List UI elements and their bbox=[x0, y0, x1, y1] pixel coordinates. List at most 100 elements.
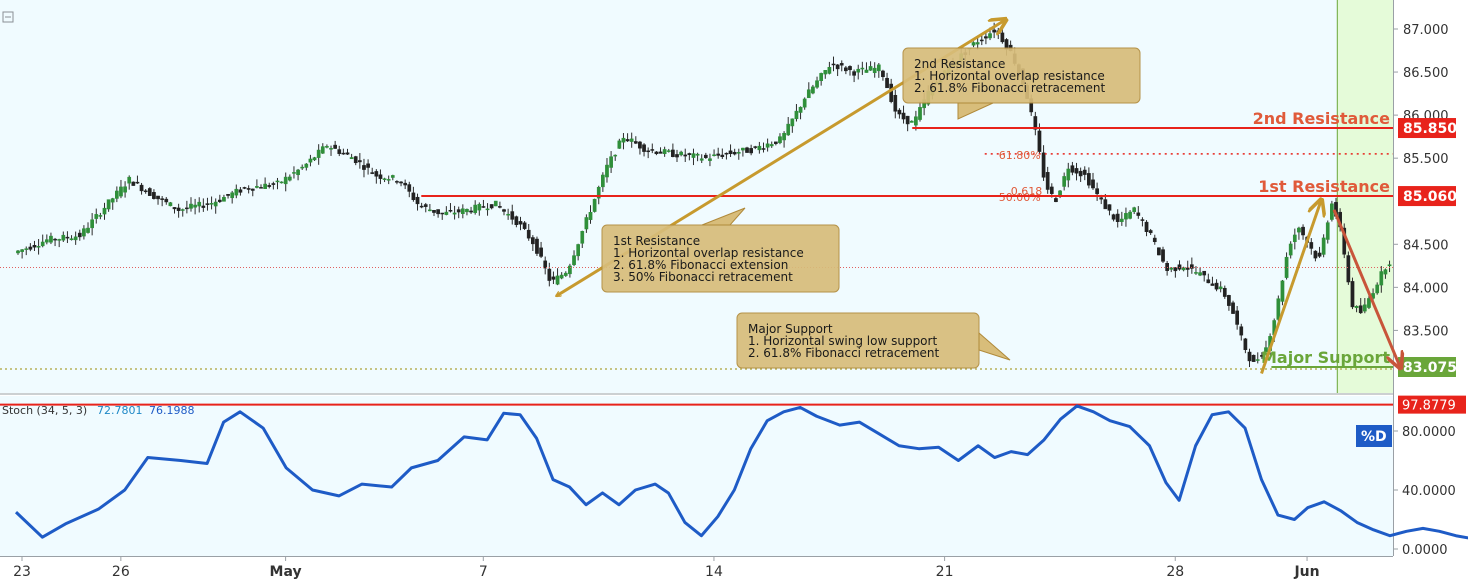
candle-body bbox=[753, 146, 758, 148]
candle-body bbox=[633, 141, 638, 144]
candle bbox=[362, 158, 366, 178]
candle bbox=[815, 76, 819, 89]
candle bbox=[868, 61, 873, 71]
candle-body bbox=[1346, 255, 1351, 283]
candle-body bbox=[576, 244, 580, 257]
candle-body bbox=[992, 29, 996, 33]
candle-body bbox=[1317, 252, 1322, 257]
candle-body bbox=[547, 268, 552, 281]
candle bbox=[333, 140, 337, 149]
candle-body bbox=[596, 186, 601, 199]
candle bbox=[596, 185, 601, 205]
candle-body bbox=[1099, 197, 1104, 200]
candle-body bbox=[543, 260, 548, 269]
candle-body bbox=[180, 209, 185, 211]
candle bbox=[1239, 323, 1244, 341]
candle bbox=[1387, 260, 1392, 273]
stoch-d-line bbox=[14, 404, 1468, 540]
time-tick-label: Jun bbox=[1293, 564, 1319, 580]
candle-body bbox=[815, 80, 819, 88]
level-price-badge: 85.850 bbox=[1398, 118, 1457, 139]
candle bbox=[20, 249, 24, 259]
candle bbox=[374, 169, 379, 184]
candle bbox=[403, 179, 408, 190]
stoch-d-badge[interactable]: %D bbox=[1356, 425, 1392, 447]
candle bbox=[1362, 298, 1367, 314]
candle-body bbox=[769, 144, 774, 147]
candle bbox=[465, 208, 469, 216]
candle-body bbox=[881, 70, 885, 78]
candle-body bbox=[790, 118, 795, 127]
candle bbox=[349, 153, 354, 160]
candle bbox=[876, 63, 881, 78]
candle bbox=[530, 235, 535, 252]
candle-body bbox=[197, 201, 202, 207]
candle-body bbox=[683, 154, 688, 157]
candle-body bbox=[189, 203, 193, 209]
candle-body bbox=[1354, 306, 1359, 308]
candle bbox=[798, 106, 803, 120]
candle bbox=[736, 148, 741, 160]
candle-body bbox=[250, 188, 255, 191]
candle bbox=[189, 197, 193, 212]
candle bbox=[679, 150, 683, 157]
candle-body bbox=[1301, 226, 1305, 236]
candle-body bbox=[1054, 198, 1058, 203]
stoch-upper-badge: 97.8779 bbox=[1398, 395, 1466, 414]
candle bbox=[28, 243, 33, 252]
candle-body bbox=[502, 209, 506, 212]
callout-line: 2. 61.8% Fibonacci retracement bbox=[748, 346, 940, 360]
candle-body bbox=[1115, 213, 1120, 222]
candle-body bbox=[761, 148, 766, 150]
stoch-upper-badge-bg bbox=[1398, 395, 1466, 414]
candle-body bbox=[399, 181, 403, 184]
candle bbox=[316, 144, 321, 165]
candle bbox=[53, 237, 57, 247]
candle-body bbox=[65, 236, 70, 239]
candle-body bbox=[1276, 298, 1281, 320]
candle-body bbox=[868, 66, 873, 71]
collapse-panel-icon[interactable] bbox=[2, 11, 14, 23]
candle bbox=[1054, 196, 1058, 203]
candle bbox=[629, 132, 634, 148]
candle-body bbox=[481, 206, 486, 208]
candle-body bbox=[127, 176, 132, 184]
candle-body bbox=[82, 228, 86, 237]
candle-body bbox=[860, 67, 865, 70]
candle bbox=[279, 181, 284, 184]
candle-body bbox=[374, 171, 379, 177]
candle-body bbox=[40, 241, 45, 247]
candle bbox=[209, 196, 214, 210]
candle-body bbox=[522, 222, 527, 229]
candle-body bbox=[654, 151, 659, 155]
candle-body bbox=[1222, 287, 1227, 297]
candle-body bbox=[827, 67, 832, 74]
candle-body bbox=[135, 181, 140, 184]
candle-body bbox=[77, 232, 82, 238]
candle-body bbox=[1078, 170, 1083, 177]
candle bbox=[778, 133, 782, 145]
level-badge-text: 85.060 bbox=[1403, 189, 1457, 205]
candle bbox=[246, 185, 251, 194]
candle bbox=[1111, 213, 1116, 222]
candle bbox=[621, 133, 626, 150]
candle-body bbox=[984, 36, 988, 39]
candle bbox=[1243, 337, 1248, 354]
candle-body bbox=[1202, 270, 1207, 276]
candle bbox=[728, 144, 733, 157]
candle bbox=[143, 188, 148, 194]
candle-body bbox=[205, 203, 210, 205]
candle-body bbox=[642, 144, 646, 152]
candle bbox=[283, 172, 288, 192]
stoch-upper-badge-text: 97.8779 bbox=[1402, 399, 1456, 414]
candle-body bbox=[671, 149, 675, 157]
candle-body bbox=[185, 207, 189, 210]
candle-body bbox=[411, 192, 416, 200]
candle bbox=[255, 179, 259, 189]
candle bbox=[547, 262, 552, 287]
candle-body bbox=[143, 190, 148, 193]
candle bbox=[329, 145, 333, 156]
candle-body bbox=[1070, 165, 1075, 173]
candle bbox=[555, 268, 560, 286]
